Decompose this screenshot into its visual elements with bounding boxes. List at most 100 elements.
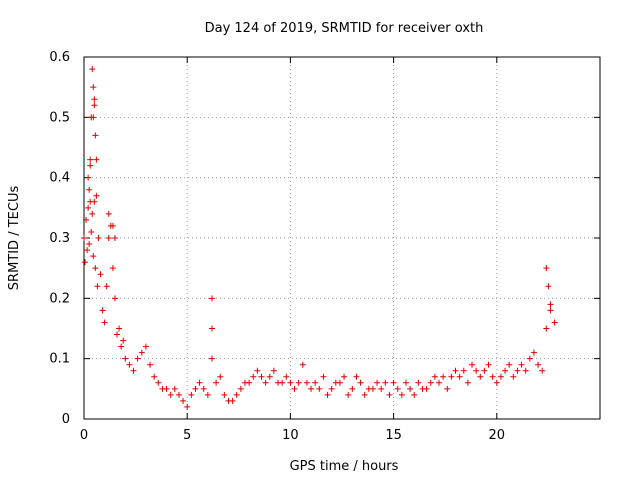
data-point xyxy=(192,385,199,392)
data-point xyxy=(85,204,92,211)
data-point xyxy=(539,367,546,374)
data-point xyxy=(120,337,127,344)
data-point xyxy=(97,271,104,278)
data-point xyxy=(111,235,118,241)
x-tick-label: 15 xyxy=(385,428,402,443)
y-tick-label: 0.4 xyxy=(49,171,70,186)
y-tick-label: 0.3 xyxy=(49,231,70,246)
data-point xyxy=(200,385,207,392)
data-point xyxy=(545,283,552,290)
data-point xyxy=(213,379,220,386)
chart-title: Day 124 of 2019, SRMTID for receiver oxt… xyxy=(205,21,484,36)
data-point xyxy=(431,373,438,380)
data-point xyxy=(130,367,137,374)
data-point xyxy=(407,385,414,392)
data-point xyxy=(90,114,97,121)
data-point xyxy=(436,379,443,386)
data-point xyxy=(270,367,277,374)
data-point xyxy=(92,265,99,272)
data-point xyxy=(493,379,500,386)
data-point xyxy=(386,391,393,398)
data-point xyxy=(287,379,294,386)
data-point xyxy=(122,355,129,362)
data-point xyxy=(221,391,228,398)
data-point xyxy=(91,102,98,109)
data-point xyxy=(87,156,94,163)
data-point xyxy=(464,379,471,386)
data-point xyxy=(82,259,89,266)
data-point xyxy=(233,391,240,398)
x-tick-label: 10 xyxy=(282,428,299,443)
data-point xyxy=(320,373,327,380)
data-point xyxy=(394,385,401,392)
data-point xyxy=(151,373,158,380)
data-point xyxy=(109,222,116,229)
y-tick-label: 0.1 xyxy=(49,352,70,367)
data-point xyxy=(163,385,170,392)
data-point xyxy=(427,379,434,386)
data-point xyxy=(341,373,348,380)
data-point xyxy=(456,373,463,380)
data-point xyxy=(390,379,397,386)
data-point xyxy=(93,192,100,199)
data-point xyxy=(142,343,149,350)
data-point xyxy=(473,367,480,374)
grid xyxy=(84,57,600,419)
data-point xyxy=(303,379,310,386)
data-point xyxy=(345,391,352,398)
data-point xyxy=(522,367,529,374)
data-point xyxy=(411,391,418,398)
data-point xyxy=(291,385,298,392)
data-point xyxy=(90,253,97,260)
data-point xyxy=(353,373,360,380)
data-point xyxy=(485,361,492,368)
data-point xyxy=(374,379,381,386)
data-point xyxy=(415,379,422,386)
data-point xyxy=(93,156,100,163)
data-point xyxy=(86,186,93,193)
data-point xyxy=(312,379,319,386)
data-point xyxy=(91,96,98,103)
x-axis-label: GPS time / hours xyxy=(290,459,399,474)
data-point xyxy=(481,367,488,374)
data-point xyxy=(134,355,141,362)
data-point xyxy=(477,373,484,380)
data-point xyxy=(111,295,118,302)
data-point xyxy=(469,361,476,368)
data-point xyxy=(398,391,405,398)
data-point xyxy=(316,385,323,392)
data-point xyxy=(155,379,162,386)
data-point xyxy=(208,295,215,302)
data-point xyxy=(83,216,90,223)
data-point xyxy=(266,373,273,380)
data-point xyxy=(502,367,509,374)
data-point xyxy=(118,343,125,350)
data-point xyxy=(452,367,459,374)
x-tick-label: 5 xyxy=(183,428,191,443)
data-point xyxy=(279,379,286,386)
data-point xyxy=(526,355,533,362)
data-point xyxy=(440,373,447,380)
data-point xyxy=(299,361,306,368)
data-point xyxy=(382,379,389,386)
data-point xyxy=(460,367,467,374)
data-point xyxy=(167,391,174,398)
data-point xyxy=(361,391,368,398)
data-point xyxy=(237,385,244,392)
data-point xyxy=(105,235,112,241)
data-point xyxy=(295,379,302,386)
data-point xyxy=(336,379,343,386)
data-point xyxy=(196,379,203,386)
data-point xyxy=(86,241,93,248)
data-point xyxy=(116,325,123,332)
data-point xyxy=(105,210,112,217)
data-point xyxy=(402,379,409,386)
data-point xyxy=(308,385,315,392)
data-point xyxy=(369,385,376,392)
data-point xyxy=(378,385,385,392)
data-point xyxy=(349,385,356,392)
data-point xyxy=(543,265,550,272)
data-point xyxy=(101,319,108,326)
data-point xyxy=(81,235,87,241)
